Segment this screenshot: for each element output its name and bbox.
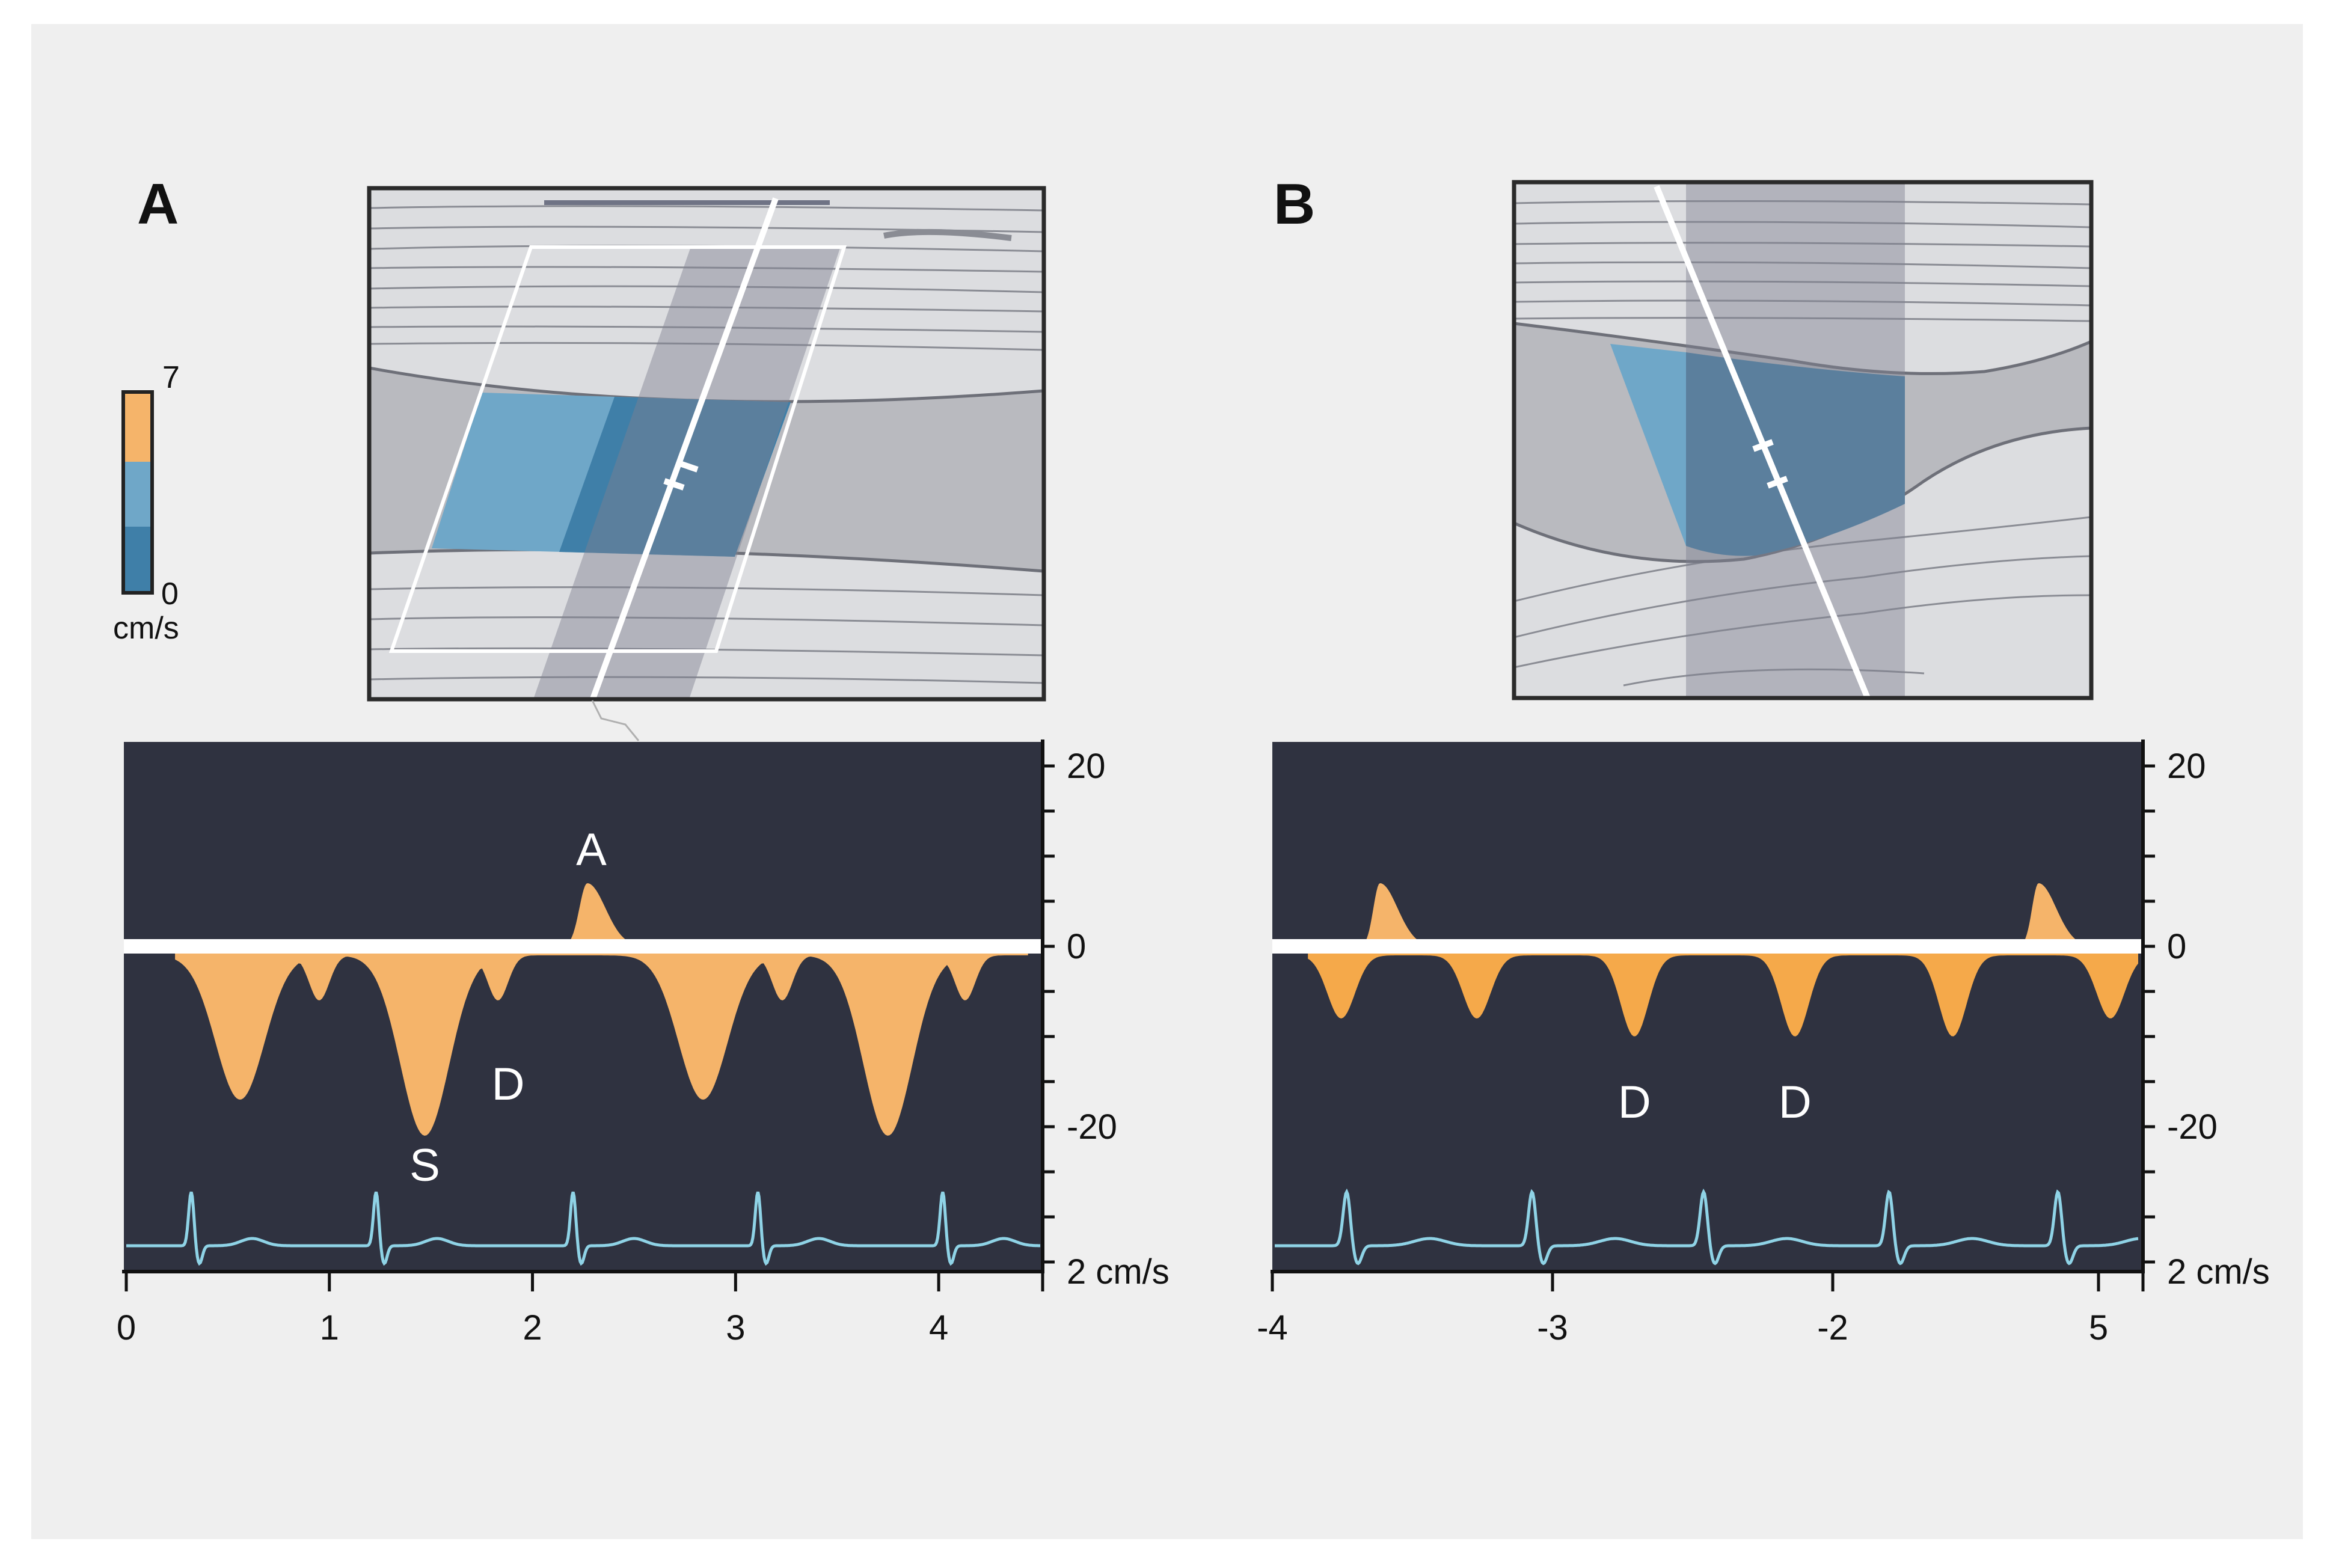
scan-a-doppler-beam	[534, 248, 840, 697]
wave-label-s: S	[409, 1140, 440, 1191]
y-tick-label: 0	[1067, 927, 1086, 966]
scan-b-flow-light	[1610, 344, 1686, 546]
spectrum-a-flow-envelope	[175, 946, 1028, 1136]
panel-a-letter: A	[137, 172, 179, 236]
wave-label-a: A	[576, 824, 607, 875]
spectrum-a-forward-flow	[566, 883, 645, 946]
x-tick-label: 1	[320, 1308, 339, 1347]
ecg-trace-a	[126, 1191, 1040, 1266]
spectrum-b-background	[1272, 742, 2142, 1271]
legend-frame	[121, 390, 154, 595]
legend-min-label: 0	[161, 577, 179, 611]
scan-b-flow-dark	[1686, 352, 1905, 556]
velocity-color-legend: 7 0 cm/s	[113, 360, 180, 646]
ultrasound-scan-a	[367, 186, 1046, 741]
x-tick-label: 5	[2089, 1308, 2108, 1347]
spectrum-b-flow-envelope	[1308, 946, 2138, 1037]
legend-band-high	[123, 392, 152, 462]
scan-a-sample-gate	[663, 460, 699, 491]
spectrum-b-x-ticks	[1271, 1272, 2145, 1291]
x-tick-label: -3	[1537, 1308, 1568, 1347]
wave-label-d: D	[1779, 1077, 1812, 1128]
spectrum-a-baseline	[124, 939, 1041, 954]
scan-a-cursor-line	[589, 197, 779, 699]
wave-label-d: D	[1618, 1077, 1651, 1128]
panel-a: A 7 0 cm/s	[113, 172, 1170, 1347]
y-tick-label: 0	[2167, 927, 2186, 966]
x-tick-label: 4	[929, 1308, 948, 1347]
legend-band-low	[123, 527, 152, 593]
spectral-doppler-a: A D S 20 0 -20 2 cm/s 0 1 2 3 4	[117, 740, 1170, 1347]
x-tick-label: 0	[117, 1308, 136, 1347]
spectrum-b-y-ticks	[2143, 764, 2155, 1264]
x-tick-label: -4	[1257, 1308, 1288, 1347]
y-tick-label: 20	[2167, 747, 2206, 786]
y-tick-label: -20	[1067, 1107, 1117, 1147]
scan-b-frame	[1512, 180, 2094, 700]
panel-b-letter: B	[1274, 172, 1315, 236]
y-tick-label: 2 cm/s	[1067, 1252, 1170, 1291]
y-tick-label: 20	[1067, 747, 1106, 786]
spectrum-a-y-ticks	[1043, 764, 1055, 1264]
x-tick-label: 2	[523, 1308, 542, 1347]
y-tick-label: 2 cm/s	[2167, 1252, 2270, 1291]
spectral-doppler-b: D D 20 0 -20 2 cm/s -4 -3 -2 5	[1257, 740, 2270, 1347]
ecg-trace-b	[1275, 1188, 2139, 1266]
legend-max-label: 7	[162, 360, 180, 395]
y-tick-label: -20	[2167, 1107, 2218, 1147]
panel-b: B	[1257, 172, 2270, 1347]
scan-b-tissue-lines	[1514, 200, 2091, 687]
legend-unit-label: cm/s	[113, 611, 179, 646]
scan-b-doppler-beam	[1686, 182, 1905, 698]
scan-a-frame	[367, 186, 1046, 702]
x-tick-label: 3	[726, 1308, 745, 1347]
scan-a-connector	[591, 700, 640, 741]
scan-a-surface-mark	[883, 228, 1012, 241]
scan-b-cursor-line	[1654, 185, 1871, 698]
ultrasound-scan-b	[1512, 180, 2094, 700]
x-tick-label: -2	[1817, 1308, 1848, 1347]
wave-label-d: D	[492, 1059, 525, 1110]
spectrum-b-baseline	[1272, 939, 2142, 954]
scan-a-color-box-outline	[388, 245, 847, 653]
legend-band-mid	[123, 462, 152, 527]
scan-b-sample-gate	[1752, 439, 1788, 489]
spectrum-a-x-ticks	[124, 1272, 1044, 1291]
